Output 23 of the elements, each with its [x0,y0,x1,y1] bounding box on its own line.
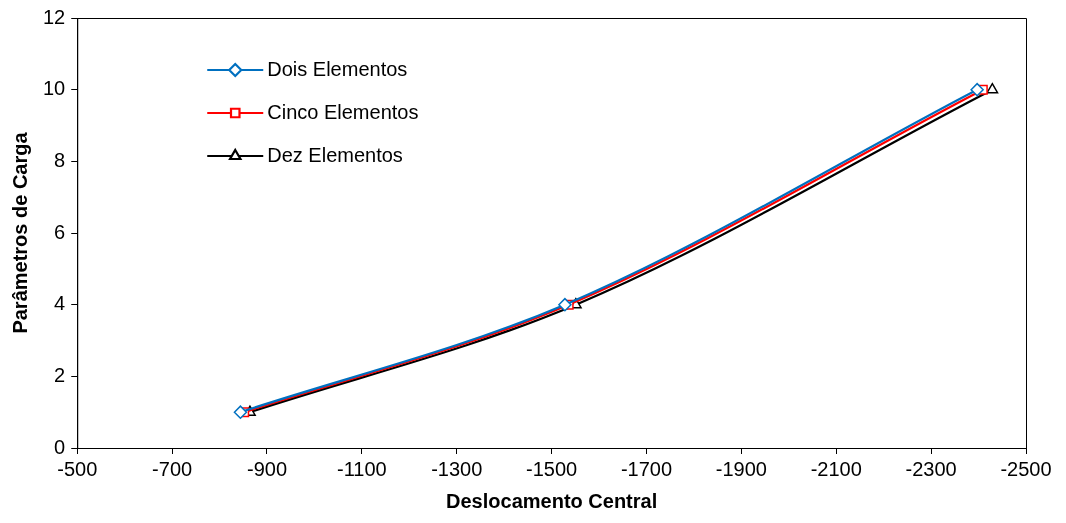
x-tick-label: -900 [246,457,288,480]
x-tick-label: -1300 [431,457,483,480]
x-tick-label: -2500 [1000,457,1052,480]
x-tick-label: -2300 [905,457,957,480]
x-tick-label: -1900 [715,457,767,480]
y-tick-label: 8 [54,148,66,171]
legend-label: Cinco Elementos [267,100,419,123]
x-tick-label: -1500 [526,457,578,480]
y-axis-title: Parâmetros de Carga [8,131,31,334]
y-tick-label: 0 [54,435,66,458]
x-tick-label: -500 [57,457,98,480]
y-tick-label: 2 [54,363,66,386]
y-tick-label: 12 [43,5,66,28]
y-tick-label: 10 [43,77,66,100]
x-tick-label: -1700 [620,457,673,480]
y-tick-label: 6 [54,220,66,243]
x-tick-label: -700 [152,457,193,480]
x-tick-label: -2100 [810,457,862,480]
legend-label: Dois Elementos [267,57,408,80]
x-axis-title: Deslocamento Central [446,489,658,512]
x-tick-label: -1100 [337,457,387,480]
y-tick-label: 4 [54,292,66,315]
legend-label: Dez Elementos [267,143,403,166]
